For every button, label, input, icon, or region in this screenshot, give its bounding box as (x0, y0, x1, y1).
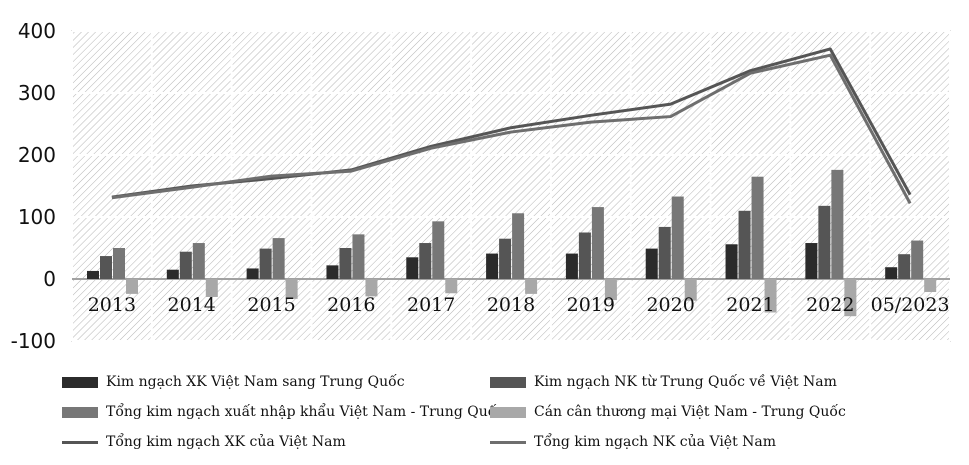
bar (87, 270, 99, 279)
bar (192, 243, 205, 279)
bar (725, 244, 738, 279)
bar (445, 279, 458, 294)
legend: Kim ngạch XK Việt Nam sang Trung Quốc Ki… (0, 368, 969, 463)
bar (844, 279, 857, 317)
bar (113, 248, 125, 279)
x-tick-labels: 2013 2014 2015 2016 2017 2018 2019 2020 2021 2022… (88, 294, 950, 316)
legend-item-xk-vn-tq: Kim ngạch XK Việt Nam sang Trung Quốc (62, 374, 405, 390)
bar (259, 248, 272, 279)
bar (805, 243, 818, 279)
bar (126, 279, 138, 294)
y-tick-label: 200 (18, 143, 56, 167)
bar (738, 210, 751, 279)
lines (111, 47, 912, 205)
bar (512, 213, 525, 279)
bar (179, 251, 192, 279)
bar (525, 279, 538, 294)
bar (818, 205, 831, 279)
y-tick-label: 0 (43, 267, 56, 291)
bar (831, 169, 844, 279)
legend-item-tong-xk: Tổng kim ngạch XK của Việt Nam (62, 434, 346, 450)
bar (604, 279, 617, 301)
x-tick-label: 2014 (168, 294, 216, 316)
legend-label: Tổng kim ngạch NK của Việt Nam (534, 434, 777, 450)
x-tick-label: 2015 (247, 294, 295, 316)
bar (339, 248, 352, 279)
bar (166, 269, 179, 279)
y-tick-labels: -100 0 100 200 300 400 (11, 19, 56, 353)
x-tick-label: 2018 (487, 294, 535, 316)
x-tick-label: 2017 (407, 294, 455, 316)
bar (285, 279, 298, 299)
bar (645, 248, 658, 279)
bar (365, 279, 378, 297)
legend-label: Kim ngạch XK Việt Nam sang Trung Quốc (106, 374, 405, 390)
legend-label: Tổng kim ngạch XK của Việt Nam (106, 434, 346, 450)
bar (432, 221, 445, 279)
bar (419, 243, 432, 279)
bar (499, 238, 512, 279)
y-tick-label: 300 (18, 81, 56, 105)
x-tick-label: 2013 (88, 294, 136, 316)
bar (205, 279, 218, 297)
bar (578, 232, 591, 279)
bar (246, 268, 259, 279)
bar (898, 254, 911, 279)
legend-item-can-can: Cán cân thương mại Việt Nam - Trung Quốc (490, 404, 846, 420)
legend-swatch (490, 376, 526, 388)
bar (100, 256, 112, 279)
x-tick-label: 2022 (806, 294, 854, 316)
bar (352, 234, 365, 279)
legend-label: Tổng kim ngạch xuất nhập khẩu Việt Nam -… (106, 404, 505, 420)
bar (684, 279, 697, 301)
legend-swatch (62, 440, 98, 444)
legend-item-tong-nk: Tổng kim ngạch NK của Việt Nam (490, 434, 776, 450)
bar (658, 226, 671, 279)
series-line (111, 53, 912, 205)
x-tick-label: 2021 (726, 294, 774, 316)
legend-item-nk-tq-vn: Kim ngạch NK từ Trung Quốc về Việt Nam (490, 374, 837, 390)
bar (764, 279, 777, 313)
legend-swatch (490, 406, 526, 418)
bar (565, 253, 578, 279)
bars (87, 169, 937, 317)
bar (486, 253, 499, 279)
x-tick-label: 2020 (646, 294, 694, 316)
bar (924, 279, 937, 293)
legend-item-tong-xnk: Tổng kim ngạch xuất nhập khẩu Việt Nam -… (62, 404, 504, 420)
bar (272, 238, 285, 279)
legend-label: Cán cân thương mại Việt Nam - Trung Quốc (534, 404, 846, 420)
x-tick-label: 2019 (567, 294, 615, 316)
plot-area (71, 30, 951, 342)
y-tick-label: -100 (11, 329, 56, 353)
x-tick-label: 2016 (327, 294, 375, 316)
y-tick-label: 400 (18, 19, 56, 43)
legend-swatch (490, 440, 526, 444)
bar (406, 257, 419, 279)
legend-swatch (62, 376, 98, 388)
legend-label: Kim ngạch NK từ Trung Quốc về Việt Nam (534, 374, 837, 390)
bar (911, 240, 924, 279)
bar (885, 267, 898, 279)
y-tick-label: 100 (18, 205, 56, 229)
bar (751, 176, 764, 279)
legend-swatch (62, 406, 98, 418)
x-tick-label: 05/2023 (871, 294, 950, 316)
bar (326, 265, 339, 279)
bar (591, 207, 604, 279)
bar (671, 196, 684, 279)
